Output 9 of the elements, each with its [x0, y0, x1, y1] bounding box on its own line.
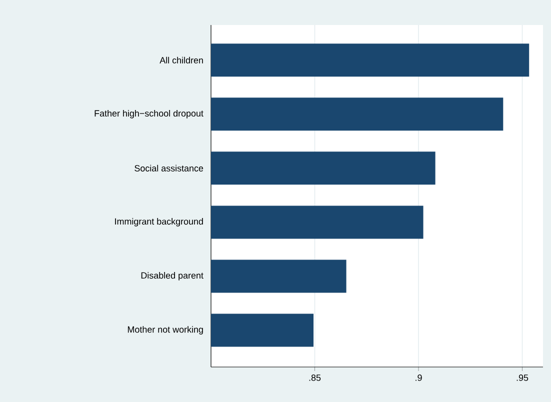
y-tick-label: Disabled parent [141, 272, 204, 280]
y-tick-label: Mother not working [128, 326, 203, 334]
y-tick-label: All children [160, 56, 203, 64]
y-tick-label: Father high−school dropout [94, 110, 204, 118]
x-tick-label: .9 [416, 374, 422, 381]
y-tick-label: Immigrant background [115, 218, 203, 226]
x-tick-label: .85 [309, 374, 321, 381]
x-tick-label: .95 [516, 374, 528, 381]
y-tick-label: Social assistance [134, 164, 204, 172]
